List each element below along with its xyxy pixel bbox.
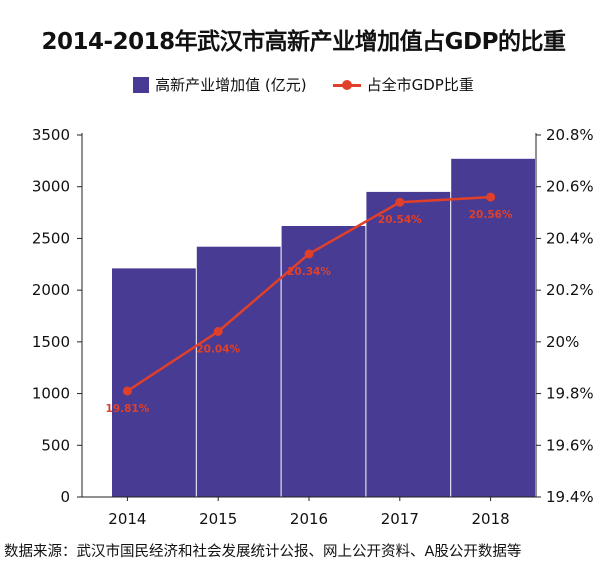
- bar-2018: [451, 158, 535, 498]
- bar-2015: [196, 246, 281, 497]
- gdp-share-data-label: 19.81%: [106, 403, 150, 415]
- bar-2017: [366, 191, 451, 497]
- bar-2016: [281, 226, 366, 497]
- legend-line-swatch: [332, 78, 361, 92]
- legend-bar-swatch: [133, 76, 150, 93]
- x-tick-label: 2018: [472, 510, 510, 528]
- y-left-tick-label: 500: [41, 436, 70, 454]
- bar-2014: [112, 268, 196, 497]
- gdp-share-point-2014: [122, 386, 132, 396]
- gdp-share-data-label: 20.04%: [196, 344, 240, 356]
- gdp-share-point-2016: [304, 249, 314, 259]
- y-left-tick-label: 3000: [32, 178, 70, 196]
- gdp-share-data-label: 20.54%: [378, 214, 422, 226]
- y-left-tick-label: 1500: [32, 333, 70, 351]
- legend-line-label: 占全市GDP比重: [366, 76, 474, 94]
- y-left-tick-label: 2500: [32, 229, 70, 247]
- y-left-tick-label: 2000: [32, 281, 70, 299]
- gdp-share-point-2017: [395, 197, 405, 207]
- y-right-tick-label: 20%: [546, 333, 579, 351]
- gdp-share-data-label: 20.56%: [469, 209, 513, 221]
- gdp-share-point-2015: [213, 327, 223, 336]
- x-tick-label: 2016: [290, 510, 328, 528]
- y-right-tick-label: 19.8%: [546, 385, 594, 403]
- chart-legend: 高新产业增加值 (亿元) 占全市GDP比重: [0, 74, 607, 95]
- y-right-tick-label: 20.4%: [546, 229, 594, 247]
- y-right-tick-label: 20.6%: [546, 178, 594, 196]
- x-tick-label: 2015: [199, 510, 237, 528]
- y-right-tick-label: 20.2%: [546, 281, 594, 299]
- legend-item-line: 占全市GDP比重: [332, 74, 474, 95]
- gdp-share-point-2018: [486, 192, 496, 202]
- x-tick-label: 2014: [108, 510, 146, 528]
- legend-item-bar: 高新产业增加值 (亿元): [133, 74, 307, 95]
- y-right-tick-label: 19.4%: [546, 488, 594, 506]
- x-tick-label: 2017: [381, 510, 419, 528]
- y-left-tick-label: 0: [60, 488, 70, 506]
- legend-bar-label: 高新产业增加值 (亿元): [155, 76, 307, 94]
- y-left-tick-label: 3500: [32, 126, 70, 144]
- gdp-share-data-label: 20.34%: [287, 266, 331, 278]
- y-left-tick-label: 1000: [32, 385, 70, 403]
- source-note: 数据来源：武汉市国民经济和社会发展统计公报、网上公开资料、A股公开数据等: [4, 544, 522, 560]
- y-right-tick-label: 20.8%: [546, 126, 594, 144]
- chart-title: 2014-2018年武汉市高新产业增加值占GDP的比重: [41, 29, 566, 55]
- y-right-tick-label: 19.6%: [546, 436, 594, 454]
